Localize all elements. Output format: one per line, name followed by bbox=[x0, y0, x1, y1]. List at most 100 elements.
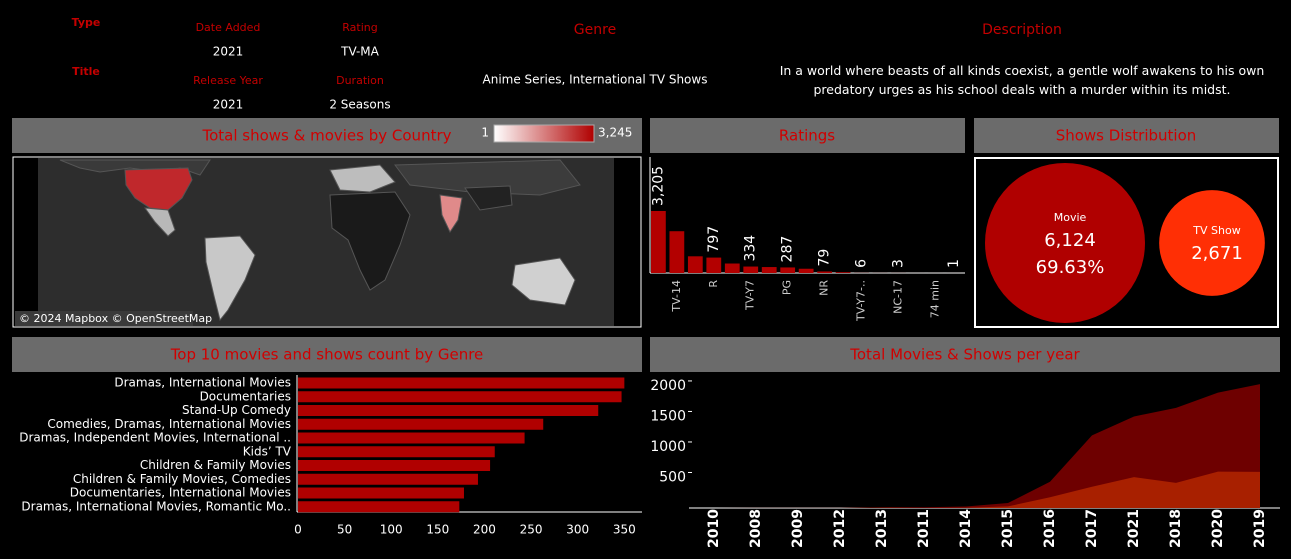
bar bbox=[298, 446, 495, 458]
bar bbox=[835, 272, 851, 273]
legend-max: 3,245 bbox=[598, 126, 632, 140]
x-tick-label: 50 bbox=[337, 523, 352, 537]
panel-header bbox=[650, 337, 1280, 372]
x-tick-label: 2021 bbox=[1126, 509, 1142, 548]
panel-header bbox=[974, 118, 1279, 153]
bubble bbox=[985, 163, 1145, 323]
y-tick-label: Kids’ TV bbox=[243, 444, 292, 458]
y-tick-label: Dramas, International Movies, Romantic M… bbox=[21, 499, 291, 513]
x-tick-label: 2011 bbox=[916, 509, 932, 548]
value-label: 3,205 bbox=[650, 166, 666, 206]
bar bbox=[298, 405, 599, 416]
legend-min: 1 bbox=[481, 126, 489, 140]
x-tick-label: 2013 bbox=[874, 509, 890, 548]
country bbox=[143, 207, 176, 237]
x-tick-label: 2008 bbox=[748, 509, 764, 548]
bubble-label: Movie bbox=[1054, 211, 1087, 224]
x-tick-label: 2019 bbox=[1252, 509, 1268, 548]
map-countries bbox=[59, 159, 581, 322]
bar bbox=[798, 268, 814, 273]
value-label: 287 bbox=[780, 236, 796, 263]
panel-header bbox=[12, 337, 642, 372]
bar bbox=[298, 487, 464, 499]
map-credit-bg bbox=[15, 311, 193, 326]
bubble-share: 69.63% bbox=[1036, 257, 1105, 278]
country bbox=[464, 185, 513, 211]
y-tick-label: Documentaries bbox=[200, 389, 291, 403]
rating: TV-MA bbox=[340, 45, 380, 59]
bubble-label: TV Show bbox=[1192, 224, 1240, 237]
date-added-label: Date Added bbox=[196, 21, 261, 34]
y-tick-label: Dramas, Independent Movies, Internationa… bbox=[19, 431, 291, 445]
title-label: Title bbox=[72, 65, 100, 78]
value-label: 79 bbox=[817, 249, 833, 267]
y-tick-label: 2000 bbox=[650, 378, 686, 394]
bar bbox=[298, 391, 622, 403]
bar bbox=[298, 418, 544, 430]
value-label: 3 bbox=[891, 259, 907, 268]
bar bbox=[817, 271, 833, 273]
panel-title: Top 10 movies and shows count by Genre bbox=[170, 346, 484, 364]
y-tick-label: 500 bbox=[659, 469, 686, 485]
x-tick-label: R bbox=[707, 280, 720, 288]
x-tick-label: 150 bbox=[426, 523, 449, 537]
x-tick-label: TV-14 bbox=[670, 280, 683, 313]
y-tick-label: Stand-Up Comedy bbox=[182, 403, 291, 417]
x-tick-label: TV-Y7-.. bbox=[855, 280, 868, 322]
bar bbox=[743, 266, 759, 273]
bar bbox=[298, 377, 625, 389]
x-tick-label: 74 min bbox=[928, 280, 941, 318]
panel-title: Total Movies & Shows per year bbox=[849, 346, 1080, 364]
distribution-frame bbox=[974, 157, 1279, 328]
panel-title: Shows Distribution bbox=[1056, 127, 1197, 145]
bar bbox=[298, 432, 525, 444]
x-tick-label: 0 bbox=[294, 523, 302, 537]
duration-label: Duration bbox=[336, 74, 384, 87]
x-tick-label: 2016 bbox=[1042, 509, 1058, 548]
value-label: 1 bbox=[946, 259, 962, 268]
country bbox=[511, 257, 576, 306]
x-tick-label: 2009 bbox=[790, 509, 806, 548]
genre-label: Genre bbox=[574, 22, 616, 38]
x-tick-label: 2012 bbox=[832, 509, 848, 548]
x-tick-label: PG bbox=[781, 280, 794, 295]
x-tick-label: 2014 bbox=[958, 509, 974, 548]
description-label: Description bbox=[982, 22, 1062, 38]
color-legend bbox=[493, 124, 595, 143]
value-label: 6 bbox=[854, 259, 870, 268]
x-tick-label: 200 bbox=[473, 523, 496, 537]
bar bbox=[687, 256, 703, 273]
bar bbox=[669, 231, 685, 273]
bar bbox=[724, 263, 740, 273]
y-tick-label: 1500 bbox=[650, 408, 686, 424]
y-tick-label: Documentaries, International Movies bbox=[70, 486, 291, 500]
value-label: 797 bbox=[706, 226, 722, 253]
area bbox=[714, 471, 1260, 508]
x-tick-label: 2020 bbox=[1210, 509, 1226, 548]
x-tick-label: 2018 bbox=[1168, 509, 1184, 548]
bar bbox=[298, 473, 478, 485]
y-tick-label: 1000 bbox=[650, 439, 686, 455]
bubble bbox=[1159, 190, 1265, 296]
type-label: Type bbox=[72, 16, 101, 29]
panel-title: Ratings bbox=[779, 127, 835, 145]
release-year: 2021 bbox=[213, 98, 244, 112]
description: In a world where beasts of all kinds coe… bbox=[779, 63, 1265, 97]
country bbox=[439, 194, 463, 234]
x-tick-label: 2015 bbox=[1000, 509, 1016, 548]
x-tick-label: 2010 bbox=[706, 509, 722, 548]
bar bbox=[780, 267, 796, 273]
x-tick-label: NR bbox=[818, 280, 831, 296]
bar bbox=[298, 460, 491, 471]
release-year-label: Release Year bbox=[193, 74, 263, 87]
x-tick-label: TV-Y7 bbox=[744, 280, 757, 311]
genre: Anime Series, International TV Shows bbox=[483, 73, 708, 87]
duration: 2 Seasons bbox=[329, 98, 390, 112]
y-tick-label: Children & Family Movies, Comedies bbox=[73, 472, 291, 486]
country bbox=[329, 164, 396, 193]
bar bbox=[298, 501, 460, 513]
y-tick-label: Comedies, Dramas, International Movies bbox=[47, 417, 291, 431]
bubble-value: 6,124 bbox=[1044, 230, 1096, 251]
